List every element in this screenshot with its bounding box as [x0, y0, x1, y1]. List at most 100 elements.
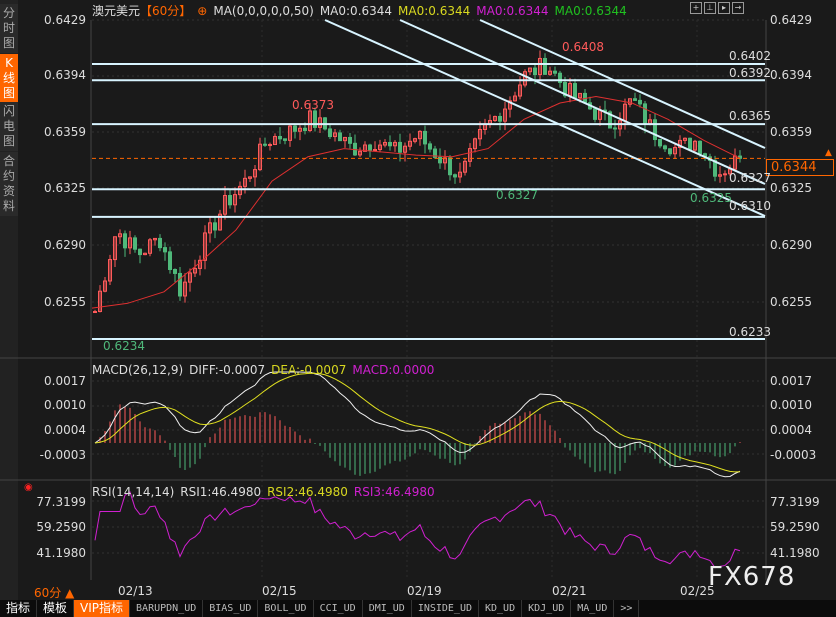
zoom-in-icon[interactable]: ⊥ [704, 2, 716, 14]
tab-more[interactable]: >> [614, 600, 640, 617]
candle [248, 176, 252, 179]
candle [288, 125, 292, 141]
tab-inside[interactable]: INSIDE_UD [412, 600, 479, 617]
candle [238, 185, 242, 196]
candle [193, 267, 197, 274]
rsi-tick: 77.3199 [36, 495, 86, 509]
tab-dmi[interactable]: DMI_UD [363, 600, 412, 617]
candle [108, 259, 112, 282]
price-tick: 0.6290 [44, 238, 86, 252]
candle [543, 57, 547, 75]
trend-channel-line [324, 19, 766, 217]
tab-time-chart[interactable]: 分时图 [0, 4, 18, 53]
candle [633, 98, 637, 101]
chart-canvas[interactable] [0, 0, 836, 600]
period-label[interactable]: 【60分】 [140, 4, 192, 18]
price-tick-right: 0.6429 [770, 13, 812, 27]
macd-header: MACD(26,12,9) DIFF:-0.0007 DEA:-0.0007 MACD… [92, 363, 440, 379]
candle [498, 115, 502, 122]
tab-bias[interactable]: BIAS_UD [203, 600, 259, 617]
candle [143, 252, 147, 256]
macd-label: MACD(26,12,9) [92, 363, 184, 377]
tab-flash-chart[interactable]: 闪电图 [0, 102, 18, 151]
candle [188, 272, 192, 283]
candle [298, 127, 302, 132]
macd-diff: DIFF:-0.0007 [189, 363, 266, 377]
play-icon[interactable]: ▸ [718, 2, 730, 14]
crosshair-icon[interactable]: + [690, 2, 702, 14]
candle [348, 136, 352, 144]
candle [198, 259, 202, 269]
record-icon[interactable]: ◉ [24, 482, 33, 493]
tab-boll[interactable]: BOLL_UD [258, 600, 314, 617]
candle [453, 174, 457, 178]
annotation-low-mid: 0.6327 [496, 188, 538, 202]
date-tick: 02/19 [407, 584, 442, 598]
candle [643, 103, 647, 125]
tab-template[interactable]: 模板 [37, 600, 75, 617]
candle [518, 84, 522, 97]
candle [318, 117, 322, 128]
candle [658, 139, 662, 147]
candle [468, 148, 472, 162]
ma-label: MA(0,0,0,0,0,50) [213, 4, 314, 18]
candle [548, 70, 552, 75]
chart-header: 澳元美元【60分】 ⊕ MA(0,0,0,0,0,50) MA0:0.6344 MA0:… [92, 2, 633, 18]
candle [123, 233, 127, 249]
tab-contract-info[interactable]: 合约资料 [0, 152, 18, 216]
tab-barupdn[interactable]: BARUPDN_UD [130, 600, 204, 617]
price-tick-right: 0.6394 [770, 68, 812, 82]
symbol-name: 澳元美元 [92, 4, 141, 18]
alert-icon[interactable]: ▲ [825, 148, 832, 158]
price-tick: 0.6359 [44, 125, 86, 139]
tab-ma[interactable]: MA_UD [571, 600, 615, 617]
exit-icon[interactable]: → [732, 2, 744, 14]
ma50-line [91, 95, 741, 309]
candle [313, 110, 317, 128]
candle [183, 281, 187, 297]
macd-tick: 0.0017 [44, 374, 86, 388]
candle [138, 248, 142, 256]
macd-tick-right: 0.0010 [770, 398, 812, 412]
candle [423, 130, 427, 145]
settings-icon[interactable]: ⊕ [197, 4, 208, 18]
candle [503, 108, 507, 122]
candle [403, 145, 407, 153]
candle [158, 237, 162, 249]
tab-indicator[interactable]: 指标 [0, 600, 38, 617]
candle [688, 137, 692, 151]
tab-kline-chart[interactable]: K线图 [0, 54, 18, 103]
candle [233, 194, 237, 206]
macd-tick-right: 0.0017 [770, 374, 812, 388]
candle [463, 160, 467, 173]
tab-vip-indicator[interactable]: VIP指标 [74, 600, 131, 617]
candle [528, 67, 532, 73]
tab-kdj[interactable]: KDJ_UD [522, 600, 572, 617]
candle [258, 143, 262, 171]
candle [713, 159, 717, 177]
tab-cci[interactable]: CCI_UD [314, 600, 363, 617]
annotation-high-left: 0.6373 [292, 98, 334, 112]
candle [218, 213, 222, 231]
rsi1-value: RSI1:46.4980 [180, 485, 262, 499]
tab-kd[interactable]: KD_UD [479, 600, 523, 617]
candle [113, 236, 117, 261]
period-selector[interactable]: 60分 ▲ [34, 586, 75, 600]
price-tick: 0.6394 [44, 68, 86, 82]
trend-channel-line [479, 19, 766, 149]
candle [723, 173, 727, 176]
candle [683, 137, 687, 141]
rsi-header: RSI(14,14,14) RSI1:46.4980 RSI2:46.4980 RSI… [92, 485, 441, 501]
candle [718, 174, 722, 177]
candle [163, 247, 167, 253]
macd-value: MACD:0.0000 [352, 363, 435, 377]
candle [263, 143, 267, 146]
macd-tick-right: 0.0004 [770, 423, 812, 437]
price-tick-right: 0.6255 [770, 295, 812, 309]
candle [613, 127, 617, 130]
candle [553, 70, 557, 74]
indicator-tabs: 指标 模板 VIP指标 BARUPDN_UD BIAS_UD BOLL_UD C… [0, 600, 836, 617]
candle [93, 311, 97, 314]
candle [308, 110, 312, 132]
level-label: 0.6365 [729, 109, 771, 123]
